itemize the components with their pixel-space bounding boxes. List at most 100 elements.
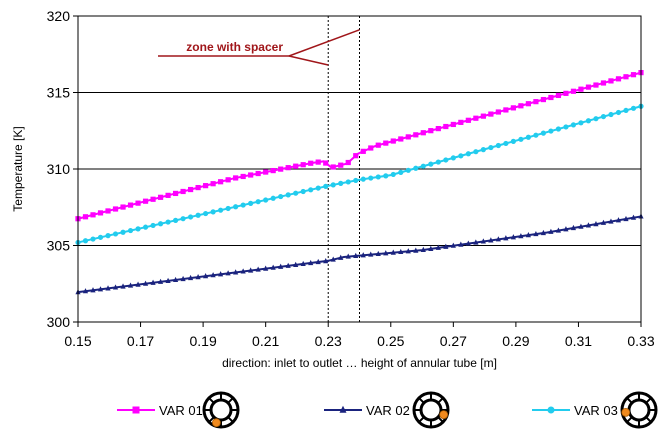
tube-spacer-rib: [227, 397, 234, 404]
data-point: [345, 159, 351, 166]
data-point: [398, 136, 404, 142]
data-point: [525, 134, 532, 140]
data-point: [480, 238, 486, 244]
data-point: [563, 226, 569, 232]
data-point: [615, 217, 622, 223]
data-point: [180, 275, 186, 282]
data-point: [563, 124, 569, 130]
data-point: [285, 192, 291, 198]
data-point: [600, 80, 607, 86]
data-point: [180, 188, 186, 195]
data-point: [225, 270, 231, 276]
data-point: [345, 253, 351, 259]
data-point: [330, 164, 336, 170]
data-point: [218, 207, 224, 213]
data-point: [315, 159, 321, 165]
y-tick-label: 310: [47, 161, 71, 177]
data-point: [172, 217, 179, 223]
data-point: [135, 226, 141, 232]
tube-spacer-rib: [208, 397, 215, 404]
data-point: [533, 230, 539, 237]
data-point: [150, 196, 156, 202]
data-point: [135, 200, 141, 206]
annotation-label: zone with spacer: [186, 40, 283, 54]
data-point: [157, 194, 164, 200]
data-point: [600, 113, 607, 120]
data-point: [127, 202, 134, 208]
data-point: [345, 179, 351, 185]
data-point: [548, 128, 554, 134]
data-point: [188, 186, 194, 193]
data-point: [353, 252, 359, 259]
y-axis-title: Temperature [K]: [11, 126, 25, 211]
data-point: [97, 210, 104, 216]
x-tick-label: 0.19: [189, 333, 216, 349]
data-point: [270, 167, 276, 174]
data-point: [270, 264, 276, 270]
data-point: [360, 176, 366, 182]
data-point: [555, 92, 562, 99]
data-point: [540, 96, 547, 103]
data-point: [142, 224, 149, 230]
data-point: [608, 111, 614, 118]
x-tick-label: 0.27: [440, 333, 467, 349]
data-point: [465, 117, 471, 123]
data-point: [248, 172, 254, 178]
data-point: [443, 157, 449, 163]
series-line: [77, 215, 642, 294]
data-point: [132, 406, 140, 414]
data-point: [338, 254, 344, 260]
x-axis-title: direction: inlet to outlet … height of a…: [222, 356, 497, 370]
annotation-pointer-left: [288, 55, 329, 66]
data-point: [300, 162, 306, 168]
legend-item: VAR 01: [117, 403, 203, 418]
legend-item: VAR 02: [324, 403, 410, 418]
tube-spacer-marker: [439, 410, 449, 420]
data-point: [375, 174, 381, 180]
data-point: [593, 116, 599, 122]
y-tick-label: 315: [47, 85, 71, 101]
data-point: [525, 232, 531, 238]
data-point: [578, 223, 584, 229]
data-point: [510, 105, 516, 111]
data-point: [323, 257, 329, 264]
data-point: [615, 76, 622, 82]
data-point: [390, 171, 396, 178]
tube-cross-section-icon: [202, 391, 240, 429]
data-point: [465, 240, 471, 246]
data-point: [503, 107, 509, 113]
data-point: [300, 188, 306, 195]
data-point: [90, 236, 96, 242]
data-point: [435, 159, 441, 165]
tube-spacer-rib: [626, 397, 633, 404]
data-point: [608, 78, 614, 84]
data-point: [443, 123, 449, 130]
data-point: [443, 243, 449, 249]
data-point: [248, 200, 254, 206]
data-point: [518, 233, 524, 239]
tube-spacer-rib: [227, 416, 234, 423]
data-point: [172, 276, 179, 283]
tube-cross-section-icon: [412, 391, 450, 429]
x-tick-label: 0.31: [565, 333, 592, 349]
data-point: [578, 120, 584, 126]
data-point: [172, 190, 179, 197]
x-tick-label: 0.21: [252, 333, 279, 349]
data-point: [413, 247, 419, 253]
data-point: [435, 125, 441, 132]
data-point: [285, 262, 291, 268]
data-point: [150, 279, 156, 285]
data-point: [188, 214, 194, 220]
series-var-02: [75, 213, 644, 295]
data-point: [195, 212, 201, 218]
data-point: [413, 132, 419, 138]
data-point: [368, 175, 374, 181]
data-point: [308, 187, 314, 193]
data-point: [428, 128, 434, 134]
data-point: [105, 285, 111, 291]
data-point: [203, 210, 209, 217]
data-point: [90, 287, 96, 293]
tube-spacer-rib: [645, 397, 652, 404]
data-point: [97, 234, 104, 240]
data-point: [165, 277, 171, 283]
